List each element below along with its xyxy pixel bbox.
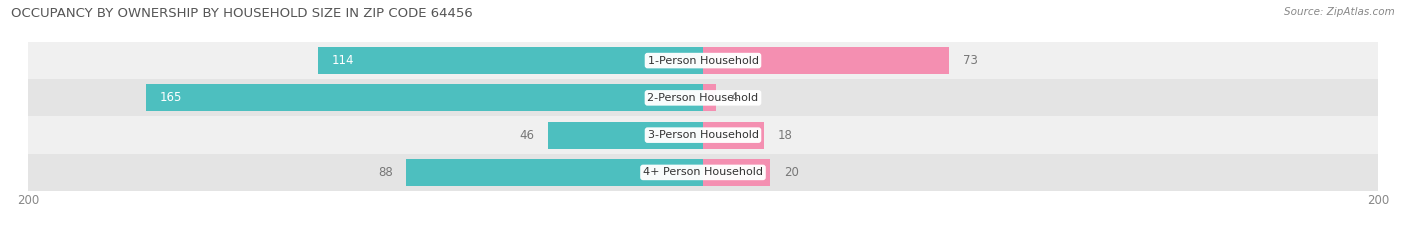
Bar xyxy=(28,116,1378,154)
Text: Source: ZipAtlas.com: Source: ZipAtlas.com xyxy=(1284,7,1395,17)
Text: 73: 73 xyxy=(963,54,977,67)
Bar xyxy=(28,154,1378,191)
Bar xyxy=(703,47,949,74)
Bar xyxy=(28,79,1378,116)
Bar xyxy=(406,159,703,186)
Text: OCCUPANCY BY OWNERSHIP BY HOUSEHOLD SIZE IN ZIP CODE 64456: OCCUPANCY BY OWNERSHIP BY HOUSEHOLD SIZE… xyxy=(11,7,472,20)
Bar xyxy=(146,84,703,111)
Bar xyxy=(318,47,703,74)
Legend: Owner-occupied, Renter-occupied: Owner-occupied, Renter-occupied xyxy=(575,230,831,233)
Text: 46: 46 xyxy=(519,129,534,142)
Text: 18: 18 xyxy=(778,129,792,142)
Text: 20: 20 xyxy=(785,166,799,179)
Text: 2-Person Household: 2-Person Household xyxy=(647,93,759,103)
Bar xyxy=(28,42,1378,79)
Text: 165: 165 xyxy=(160,91,183,104)
Text: 88: 88 xyxy=(378,166,392,179)
Text: 114: 114 xyxy=(332,54,354,67)
Bar xyxy=(703,84,717,111)
Bar xyxy=(703,122,763,149)
Bar xyxy=(703,159,770,186)
Text: 4+ Person Household: 4+ Person Household xyxy=(643,168,763,177)
Text: 4: 4 xyxy=(730,91,738,104)
Bar xyxy=(548,122,703,149)
Text: 3-Person Household: 3-Person Household xyxy=(648,130,758,140)
Text: 1-Person Household: 1-Person Household xyxy=(648,56,758,65)
